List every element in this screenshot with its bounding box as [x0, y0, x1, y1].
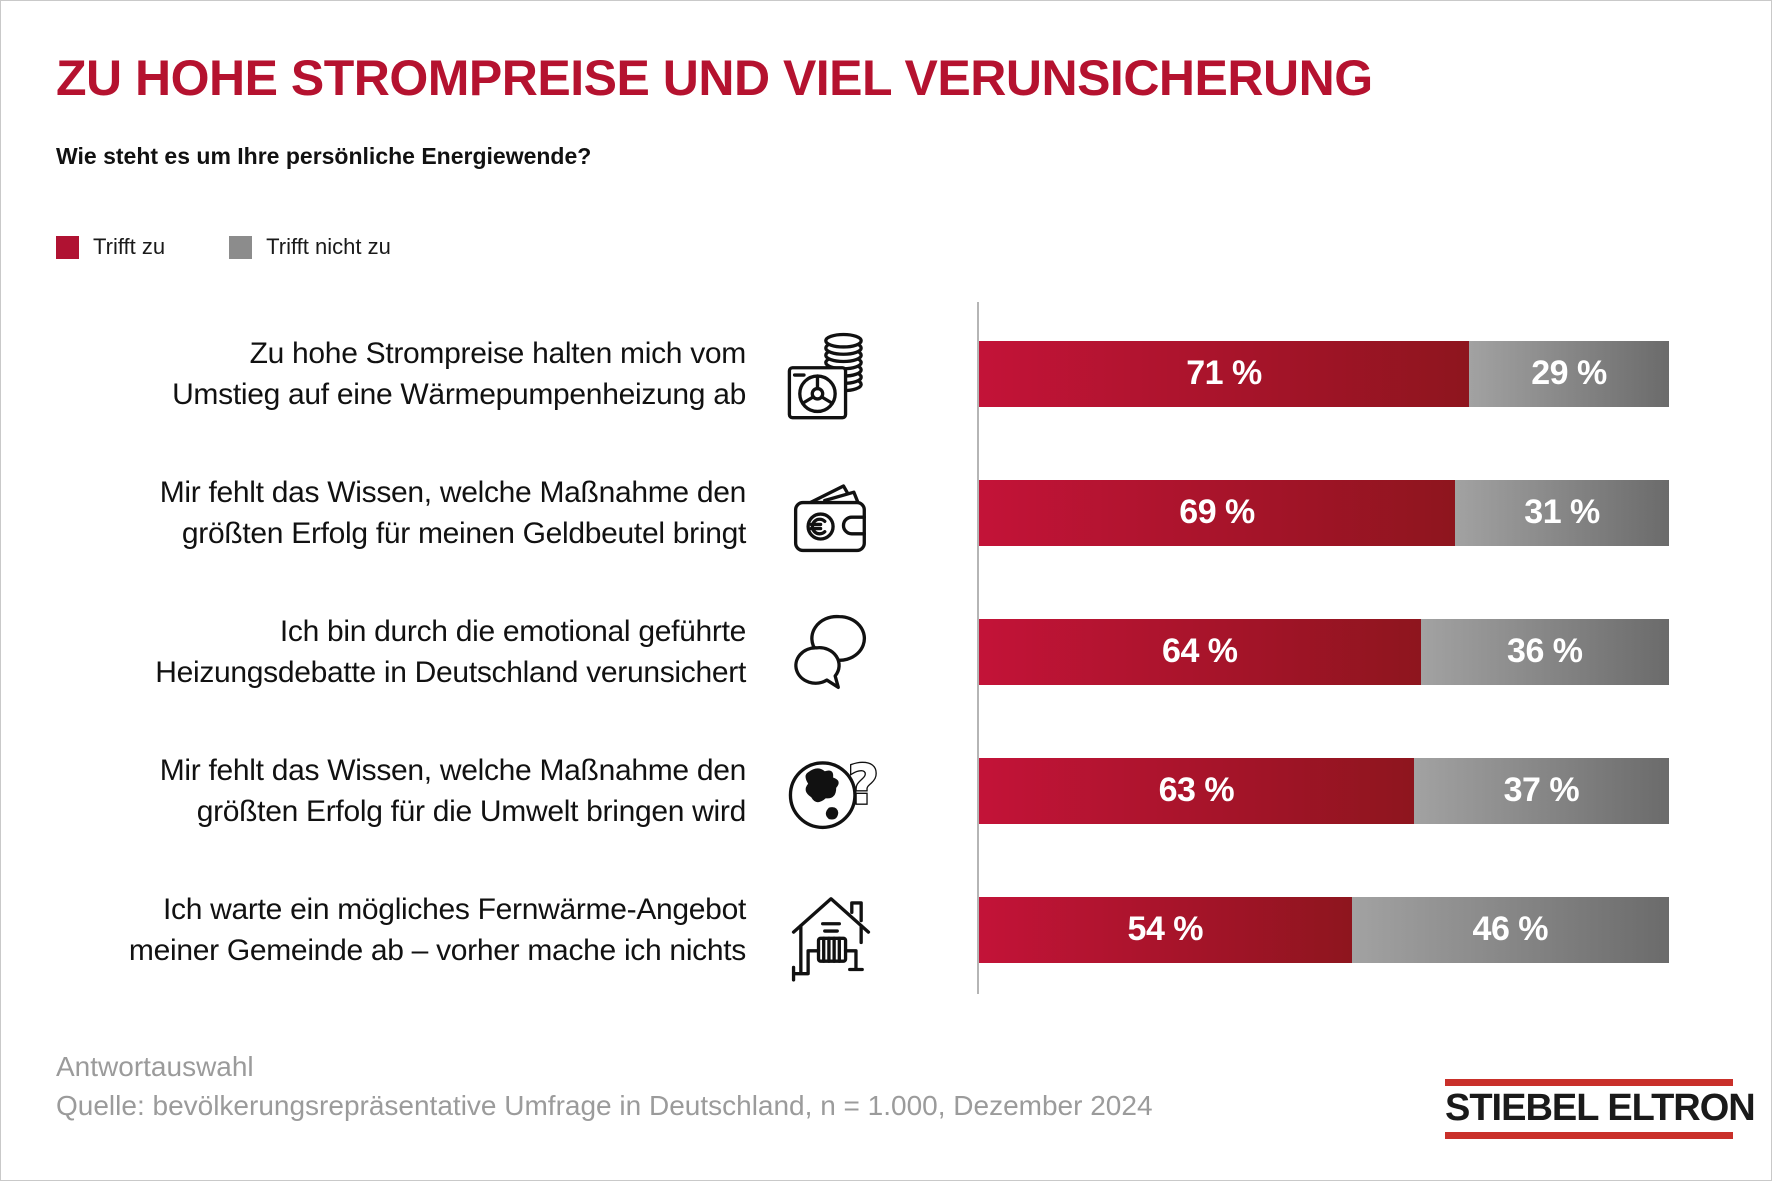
footer-source: Quelle: bevölkerungsrepräsentative Umfra… — [56, 1090, 1153, 1121]
footer-note: Antwortauswahl — [56, 1051, 254, 1082]
chart-row: Ich warte ein mögliches Fernwärme-Angebo… — [56, 860, 1671, 999]
bar-value-label: 69 % — [1179, 493, 1255, 531]
legend-item-trifft-nicht-zu: Trifft nicht zu — [229, 234, 391, 260]
bar-value-label: 37 % — [1503, 771, 1580, 809]
stacked-bar: 69 % 31 % — [979, 479, 1669, 546]
page-title: ZU HOHE STROMPREISE UND VIEL VERUNSICHER… — [56, 50, 1373, 106]
bar-segment-trifft-zu: 71 % — [979, 340, 1469, 407]
chart-rows: Zu hohe Strompreise halten mich vom Umst… — [56, 304, 1671, 999]
page-subtitle: Wie steht es um Ihre persönliche Energie… — [56, 143, 592, 169]
bar-value-label: 64 % — [1162, 632, 1238, 670]
statement-label: Ich warte ein mögliches Fernwärme-Angebo… — [128, 892, 746, 967]
wallet-euro-icon — [746, 461, 916, 565]
heat-pump-coins-icon — [746, 322, 916, 426]
stacked-bar: 63 % 37 % — [979, 757, 1669, 824]
legend-item-trifft-zu: Trifft zu — [56, 234, 165, 260]
chart-row: Zu hohe Strompreise halten mich vom Umst… — [56, 304, 1671, 443]
chart-row: Mir fehlt das Wissen, welche Maßnahme de… — [56, 721, 1671, 860]
globe-question-icon — [746, 739, 916, 843]
bar-segment-trifft-nicht-zu: 31 % — [1455, 479, 1669, 546]
bar-chart: Zu hohe Strompreise halten mich vom Umst… — [56, 302, 1671, 999]
stacked-bar: 64 % 36 % — [979, 618, 1669, 685]
stacked-bar: 71 % 29 % — [979, 340, 1669, 407]
statement-label: Mir fehlt das Wissen, welche Maßnahme de… — [159, 753, 747, 828]
logo-bar-top — [1445, 1079, 1733, 1086]
bar-segment-trifft-zu: 63 % — [979, 757, 1414, 824]
statement-label: Ich bin durch die emotional geführte Hei… — [155, 614, 746, 689]
bar-segment-trifft-zu: 54 % — [979, 896, 1352, 963]
bar-value-label: 46 % — [1472, 910, 1549, 948]
house-heating-icon — [746, 878, 916, 982]
stacked-bar: 54 % 46 % — [979, 896, 1669, 963]
legend-label: Trifft zu — [93, 234, 166, 259]
legend-swatch-red — [56, 235, 79, 259]
legend-label: Trifft nicht zu — [266, 234, 391, 259]
statement-label: Mir fehlt das Wissen, welche Maßnahme de… — [159, 475, 747, 550]
stiebel-eltron-logo: STIEBEL ELTRON — [1445, 1079, 1756, 1139]
bar-value-label: 29 % — [1531, 354, 1607, 392]
chart-row: Mir fehlt das Wissen, welche Maßnahme de… — [56, 443, 1671, 582]
bar-segment-trifft-nicht-zu: 37 % — [1413, 757, 1669, 824]
bar-segment-trifft-zu: 69 % — [979, 479, 1456, 546]
bar-value-label: 54 % — [1127, 910, 1204, 948]
speech-bubbles-icon — [746, 600, 916, 704]
bar-value-label: 36 % — [1507, 632, 1583, 670]
bar-segment-trifft-nicht-zu: 29 % — [1468, 340, 1669, 407]
chart-row: Ich bin durch die emotional geführte Hei… — [56, 582, 1671, 721]
axis-baseline — [977, 302, 979, 994]
bar-value-label: 31 % — [1524, 493, 1600, 531]
bar-value-label: 63 % — [1158, 771, 1235, 809]
legend: Trifft zu Trifft nicht zu — [56, 234, 391, 260]
bar-segment-trifft-nicht-zu: 36 % — [1420, 618, 1669, 685]
legend-swatch-gray — [229, 235, 253, 259]
logo-text: STIEBEL ELTRON — [1445, 1087, 1756, 1129]
statement-label: Zu hohe Strompreise halten mich vom Umst… — [172, 336, 746, 411]
bar-segment-trifft-zu: 64 % — [979, 618, 1421, 685]
logo-bar-bottom — [1445, 1132, 1733, 1139]
bar-segment-trifft-nicht-zu: 46 % — [1351, 896, 1669, 963]
bar-value-label: 71 % — [1186, 354, 1262, 392]
